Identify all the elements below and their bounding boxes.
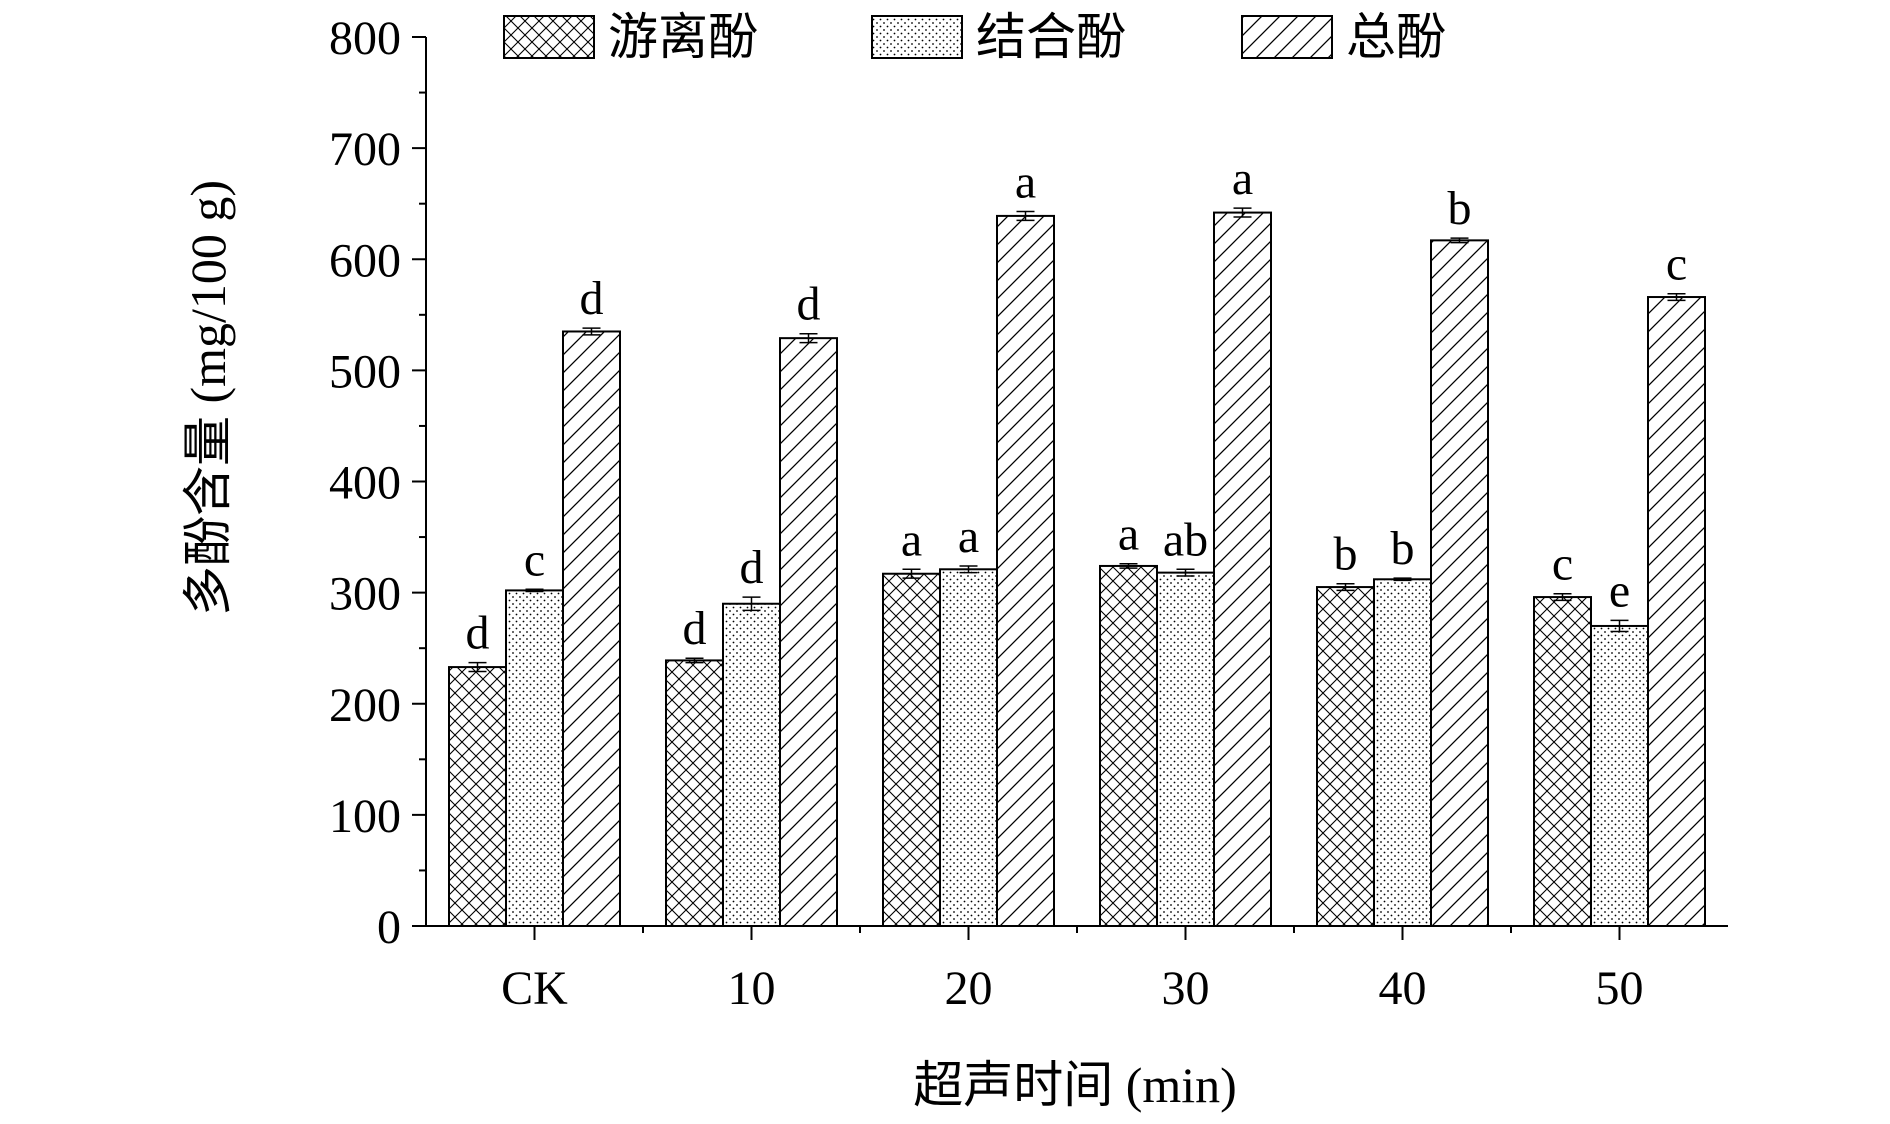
y-tick-label: 700 [329, 123, 401, 176]
legend-label: 结合酚 [976, 9, 1126, 65]
significance-label: d [466, 607, 490, 660]
y-tick-label: 500 [329, 345, 401, 398]
significance-label: a [1015, 155, 1036, 208]
y-tick-label: 200 [329, 679, 401, 732]
bar [1647, 296, 1706, 928]
x-tick-label: 10 [728, 962, 776, 1015]
legend: 游离酚 结合酚 总酚 [503, 9, 1446, 65]
bar [1373, 578, 1432, 927]
bar [1099, 564, 1158, 928]
bar [939, 568, 998, 927]
legend-swatch [1241, 15, 1333, 59]
bar [1316, 586, 1375, 927]
significance-label: a [1118, 508, 1139, 561]
significance-label: d [740, 541, 764, 594]
bar [665, 659, 724, 927]
significance-label: c [1666, 238, 1687, 291]
significance-label: d [683, 602, 707, 655]
bar [996, 214, 1055, 927]
x-axis-title: 超声时间 (min) [913, 1057, 1237, 1113]
x-tick-label: CK [501, 962, 568, 1015]
bar [722, 602, 781, 927]
bars [448, 207, 1706, 928]
bar [448, 666, 507, 927]
significance-label: d [797, 278, 821, 331]
bar [1430, 239, 1489, 927]
bar [1533, 596, 1592, 927]
bar [1156, 571, 1215, 927]
significance-label: c [524, 533, 545, 586]
significance-label: d [580, 272, 604, 325]
legend-label: 游离酚 [608, 9, 758, 65]
bar [562, 330, 621, 927]
y-tick-label: 800 [329, 12, 401, 65]
legend-label: 总酚 [1346, 9, 1446, 65]
significance-label: a [958, 510, 979, 563]
y-tick-label: 0 [377, 901, 401, 954]
bar [882, 572, 941, 927]
y-tick-label: 100 [329, 790, 401, 843]
x-tick-label: 50 [1596, 962, 1644, 1015]
significance-label: b [1334, 528, 1358, 581]
y-tick-label: 300 [329, 568, 401, 621]
significance-label: ab [1163, 513, 1208, 566]
x-tick-label: 30 [1162, 962, 1210, 1015]
y-tick-label: 600 [329, 234, 401, 287]
y-axis-title: 多酚含量 (mg/100 g) [180, 180, 236, 616]
bar [1213, 211, 1272, 927]
significance-label: b [1391, 522, 1415, 575]
axes: 0 100 200 300 400 500 600 700 800 CK 10 20 30 40 50 [329, 12, 1728, 1015]
significance-label: c [1552, 538, 1573, 591]
bar [1590, 624, 1649, 928]
legend-swatch [871, 15, 963, 59]
x-tick-label: 40 [1379, 962, 1427, 1015]
significance-label: a [1232, 152, 1253, 205]
legend-swatch [503, 15, 595, 59]
bar [505, 589, 564, 928]
y-tick-label: 400 [329, 457, 401, 510]
significance-label: b [1448, 182, 1472, 235]
bar [779, 337, 838, 927]
x-tick-label: 20 [945, 962, 993, 1015]
significance-label: e [1609, 564, 1630, 617]
significance-label: a [901, 513, 922, 566]
